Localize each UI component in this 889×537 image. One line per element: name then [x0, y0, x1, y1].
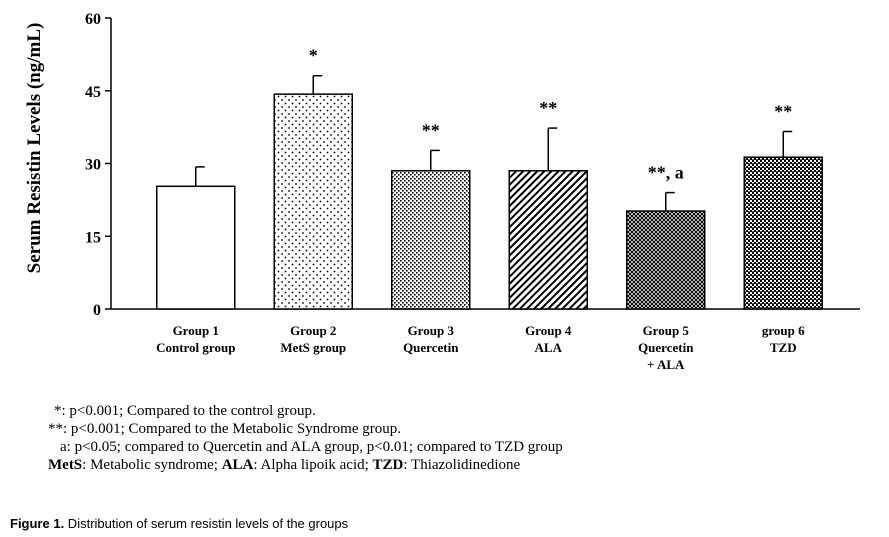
note-double-star: **: p<0.001; Compared to the Metabolic S… [48, 421, 401, 437]
y-tick-label: 60 [85, 11, 101, 28]
footnotes: *: p<0.001; Compared to the control grou… [48, 402, 563, 474]
abbrev-mets-value: : Metabolic syndrome; [82, 457, 218, 473]
significance-label: ** [774, 101, 792, 121]
x-category-label: group 6 [762, 323, 805, 338]
x-category-label: MetS group [280, 340, 346, 355]
x-category-label: Group 3 [408, 323, 455, 338]
x-category-label: Group 2 [290, 323, 336, 338]
abbrev-tzd-key: TZD [372, 457, 404, 473]
significance-label: ** [422, 120, 440, 140]
abbrev-tzd-value: : Thiazolidinedione [403, 457, 521, 473]
abbreviations: MetS: Metabolic syndrome; ALA: Alpha lip… [48, 456, 563, 474]
bar [391, 170, 471, 310]
bar-chart: 0 15 30 45 60 Group 1 Control group * Group 2 Me… [24, 11, 860, 372]
abbrev-ala-value: : Alpha lipoik acid; [253, 457, 369, 473]
abbrev-mets-key: MetS [48, 457, 83, 473]
x-category-label: Quercetin [638, 340, 694, 355]
x-category-label: TZD [770, 340, 797, 355]
x-category-label: + ALA [647, 357, 685, 372]
note-star: *: p<0.001; Compared to the control grou… [54, 403, 316, 419]
y-tick-label: 0 [93, 302, 101, 319]
y-tick-label: 30 [85, 157, 101, 174]
bar [508, 170, 588, 310]
caption-label: Figure 1. [10, 516, 65, 531]
figure-caption: Figure 1. Distribution of serum resistin… [10, 516, 348, 531]
x-category-label: Group 4 [525, 323, 572, 338]
bar [156, 185, 236, 310]
x-category-label: Group 5 [643, 323, 690, 338]
significance-label: * [309, 46, 318, 66]
x-category-label: Control group [156, 340, 235, 355]
x-category-label: Quercetin [403, 340, 459, 355]
significance-label: **, a [648, 163, 684, 183]
x-category-label: Group 1 [173, 323, 219, 338]
y-tick-label: 15 [85, 229, 101, 246]
y-tick-label: 45 [85, 84, 101, 101]
abbrev-ala-key: ALA [221, 457, 254, 473]
bar [626, 210, 706, 310]
y-axis-label: Serum Resistin Levels (ng/mL) [24, 23, 45, 274]
significance-label: ** [539, 98, 557, 118]
x-category-label: ALA [535, 340, 563, 355]
note-a: a: p<0.05; compared to Quercetin and ALA… [60, 439, 563, 455]
caption-text: Distribution of serum resistin levels of… [64, 516, 349, 531]
bar [743, 156, 823, 310]
bar [273, 93, 353, 310]
